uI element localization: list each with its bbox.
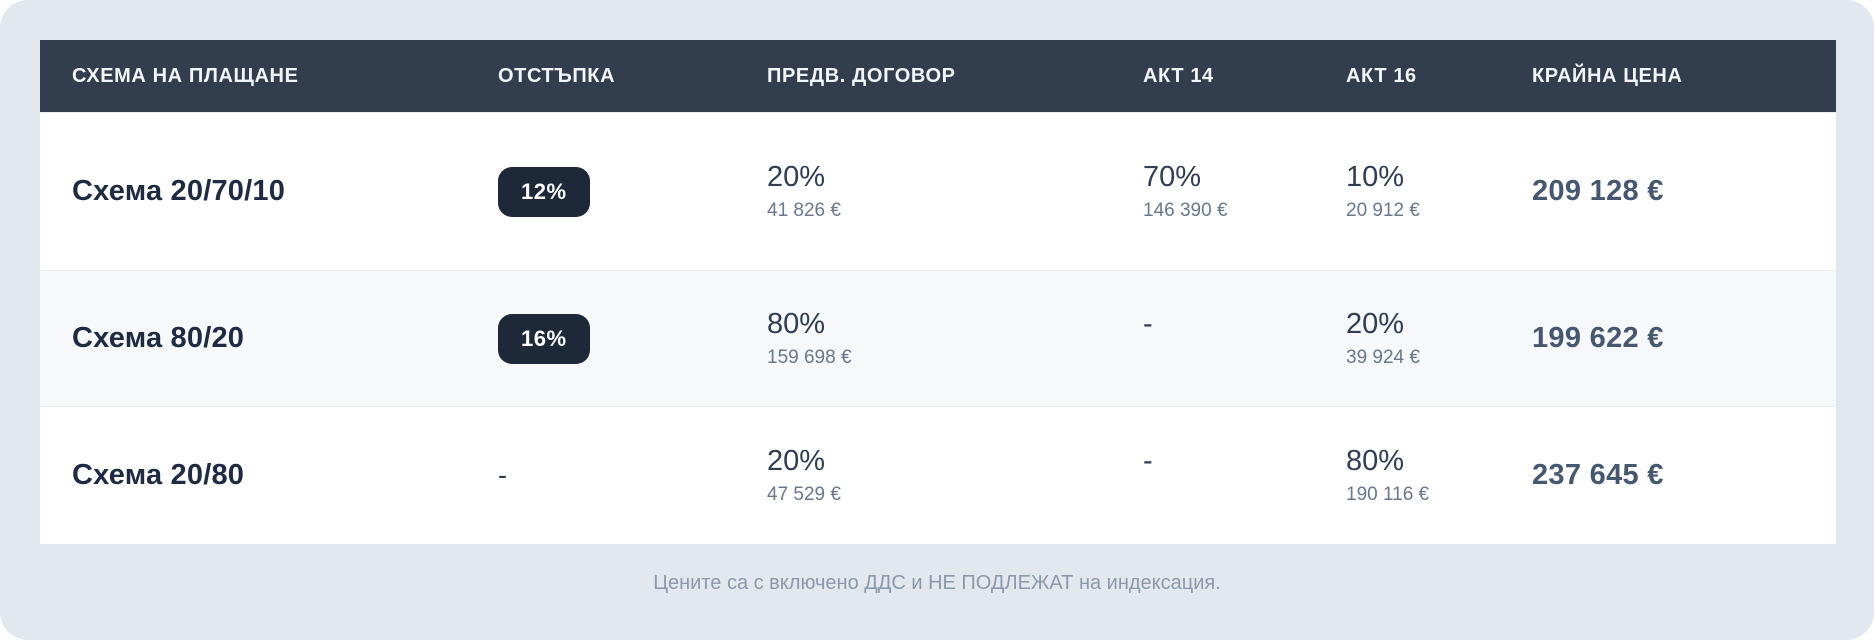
stage-amount: 159 698 € xyxy=(767,347,852,369)
act16-cell: 20% 39 924 € xyxy=(1346,308,1532,369)
act16-cell: 80% 190 116 € xyxy=(1346,445,1532,506)
discount-cell: - xyxy=(498,460,767,491)
final-price: 237 645 € xyxy=(1532,459,1664,491)
column-header-final-price: КРАЙНА ЦЕНА xyxy=(1532,64,1683,87)
stage-amount: 190 116 € xyxy=(1346,484,1430,506)
stage-percent: 80% xyxy=(767,307,826,340)
table-header-row: СХЕМА НА ПЛАЩАНЕ ОТСТЪПКА ПРЕДВ. ДОГОВОР… xyxy=(40,40,1836,112)
final-price: 209 128 € xyxy=(1532,175,1664,207)
discount-badge: 12% xyxy=(498,166,590,217)
column-header-discount: ОТСТЪПКА xyxy=(498,64,616,87)
scheme-name: Схема 20/80 xyxy=(72,459,245,491)
preliminary-contract-cell: 20% 47 529 € xyxy=(767,445,1143,506)
table-row: Схема 80/20 16% 80% 159 698 € - 20% 39 9… xyxy=(40,270,1836,406)
stage-percent: 10% xyxy=(1346,160,1405,193)
stage-percent: 20% xyxy=(767,160,826,193)
table-row: Схема 20/70/10 12% 20% 41 826 € 70% 146 … xyxy=(40,112,1836,270)
final-price: 199 622 € xyxy=(1532,322,1664,354)
column-header-preliminary-contract: ПРЕДВ. ДОГОВОР xyxy=(767,64,956,87)
column-header-scheme: СХЕМА НА ПЛАЩАНЕ xyxy=(72,64,299,87)
stage-amount: 41 826 € xyxy=(767,200,841,222)
stage-amount: 39 924 € xyxy=(1346,347,1420,369)
stage-percent: 20% xyxy=(1346,307,1405,340)
act16-cell: 10% 20 912 € xyxy=(1346,161,1532,222)
stage-percent: 70% xyxy=(1143,160,1202,193)
discount-badge: 16% xyxy=(498,313,590,364)
stage-percent: - xyxy=(1143,444,1153,477)
stage-amount: 47 529 € xyxy=(767,484,841,506)
stage-percent: 80% xyxy=(1346,444,1405,477)
preliminary-contract-cell: 20% 41 826 € xyxy=(767,161,1143,222)
preliminary-contract-cell: 80% 159 698 € xyxy=(767,308,1143,369)
stage-amount xyxy=(1143,347,1346,369)
act14-cell: - xyxy=(1143,308,1346,369)
act14-cell: - xyxy=(1143,445,1346,506)
stage-percent: 20% xyxy=(767,444,826,477)
pricing-table: СХЕМА НА ПЛАЩАНЕ ОТСТЪПКА ПРЕДВ. ДОГОВОР… xyxy=(40,40,1836,544)
stage-amount xyxy=(1143,484,1346,506)
table-row: Схема 20/80 - 20% 47 529 € - 80% 190 116… xyxy=(40,406,1836,544)
act14-cell: 70% 146 390 € xyxy=(1143,161,1346,222)
discount-cell: 12% xyxy=(498,166,767,217)
scheme-name: Схема 80/20 xyxy=(72,322,245,354)
stage-amount: 146 390 € xyxy=(1143,200,1228,222)
stage-amount: 20 912 € xyxy=(1346,200,1420,222)
column-header-act14: АКТ 14 xyxy=(1143,64,1214,87)
discount-dash: - xyxy=(498,460,507,490)
stage-percent: - xyxy=(1143,307,1153,340)
vat-note: Цените са с включено ДДС и НЕ ПОДЛЕЖАТ н… xyxy=(653,572,1221,594)
discount-cell: 16% xyxy=(498,313,767,364)
column-header-act16: АКТ 16 xyxy=(1346,64,1417,87)
scheme-name: Схема 20/70/10 xyxy=(72,175,286,207)
